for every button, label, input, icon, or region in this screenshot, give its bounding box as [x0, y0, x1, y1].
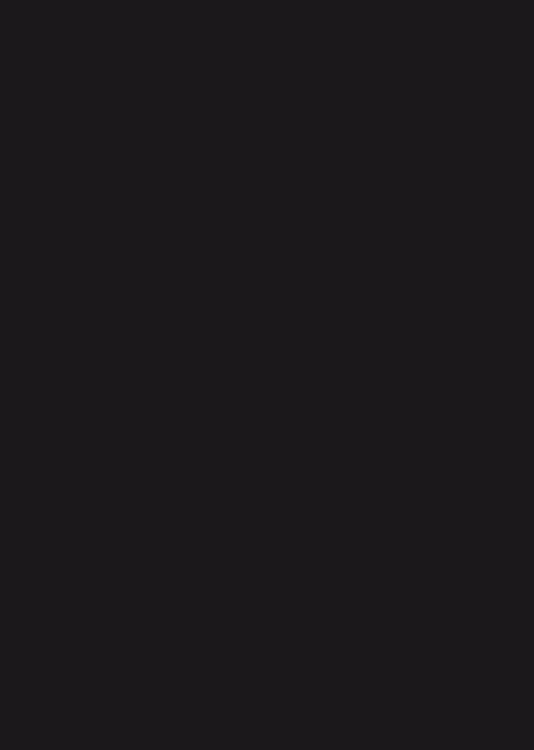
blank-canvas: [0, 0, 534, 750]
